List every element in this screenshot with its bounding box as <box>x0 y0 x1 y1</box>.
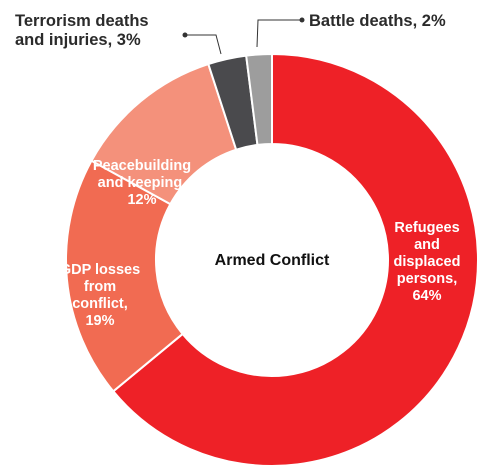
slice-label-1-line-1: from <box>84 279 116 295</box>
leader-lines <box>182 17 305 55</box>
slice-label-3-line-1: and injuries, 3% <box>15 31 141 49</box>
slice-label-1-line-2: conflict, <box>72 296 128 312</box>
slice-label-2: Peacebuilding and keeping, 12% <box>93 158 191 208</box>
slice-label-2-line-2: 12% <box>127 192 156 208</box>
center-label: Armed Conflict <box>215 252 330 269</box>
slice-label-4: Battle deaths, 2% <box>309 12 446 30</box>
slice-label-2-line-0: Peacebuilding <box>93 158 191 174</box>
slice-label-0-line-2: displaced <box>394 254 461 270</box>
slice-4 <box>245 52 273 147</box>
slice-label-0: Refugees and displaced persons, 64% <box>394 220 461 304</box>
leader-dot-4 <box>299 17 305 23</box>
slice-label-1-line-3: 19% <box>85 313 114 329</box>
slice-label-2-line-1: and keeping, <box>98 175 187 191</box>
slice-label-0-line-0: Refugees <box>394 220 459 236</box>
slice-label-1: GDP losses from conflict, 19% <box>60 262 140 329</box>
slice-label-3: Terrorism deaths and injuries, 3% <box>15 12 149 49</box>
slice-label-1-line-0: GDP losses <box>60 262 140 278</box>
donut-slices <box>65 52 479 467</box>
slice-label-3-line-0: Terrorism deaths <box>15 12 149 30</box>
slice-label-0-line-3: persons, <box>397 271 457 287</box>
leader-line-4 <box>256 19 302 48</box>
slice-0 <box>111 52 479 467</box>
slice-label-0-line-4: 64% <box>412 288 441 304</box>
leader-dot-3 <box>182 32 188 38</box>
slice-label-4-line-0: Battle deaths, 2% <box>309 12 446 30</box>
slice-label-0-line-1: and <box>414 237 440 253</box>
leader-line-3 <box>185 34 222 55</box>
slice-1 <box>65 159 185 393</box>
slice-labels: Refugees and displaced persons, 64% GDP losse… <box>15 12 460 329</box>
